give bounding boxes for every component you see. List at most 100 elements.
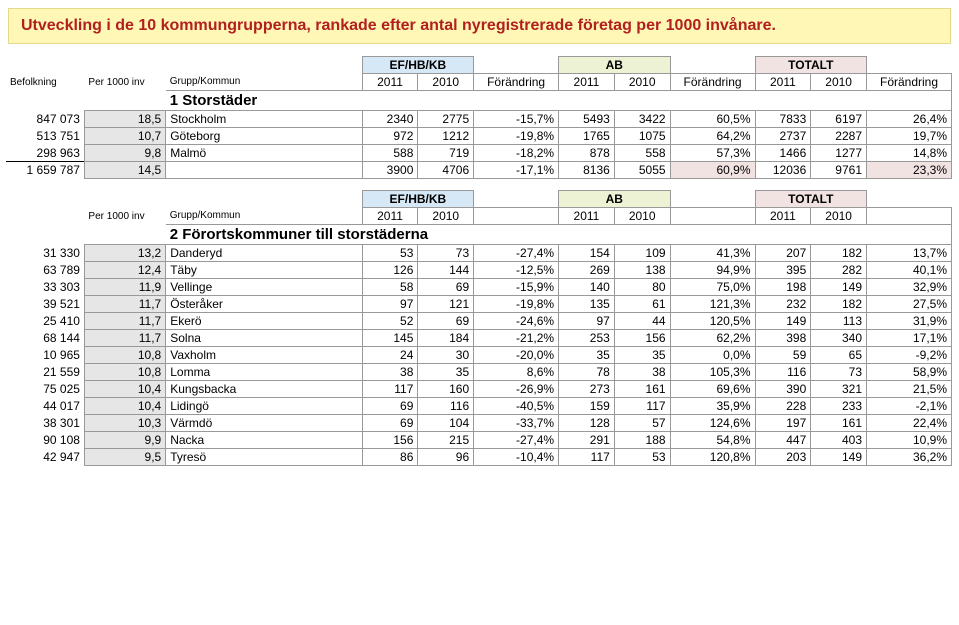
cell-population: 25 410 — [6, 313, 84, 330]
cell-pct: -27,4% — [474, 245, 559, 262]
cell-population: 90 108 — [6, 432, 84, 449]
cell-name — [166, 162, 362, 179]
header-ab: AB — [559, 57, 671, 74]
cell-pct: 75,0% — [670, 279, 755, 296]
cell-pct: 22,4% — [867, 415, 952, 432]
cell-name: Österåker — [166, 296, 362, 313]
cell-name: Solna — [166, 330, 362, 347]
header-year: 2010 — [811, 74, 867, 91]
cell-pct: 14,8% — [867, 145, 952, 162]
cell-pct: 36,2% — [867, 449, 952, 466]
cell-val: 4706 — [418, 162, 474, 179]
cell-val: 8136 — [559, 162, 615, 179]
header-befolkning — [6, 208, 84, 225]
cell-name: Danderyd — [166, 245, 362, 262]
cell-val: 38 — [362, 364, 418, 381]
cell-val: 7833 — [755, 111, 811, 128]
cell-pct: -12,5% — [474, 262, 559, 279]
cell-pct: -26,9% — [474, 381, 559, 398]
header-ab: AB — [559, 191, 671, 208]
cell-val: 232 — [755, 296, 811, 313]
cell-pct: -19,8% — [474, 296, 559, 313]
cell-rate: 10,8 — [84, 347, 165, 364]
header-befolkning: Befolkning — [6, 74, 84, 91]
cell-val: 24 — [362, 347, 418, 364]
cell-val: 447 — [755, 432, 811, 449]
cell-pct: 35,9% — [670, 398, 755, 415]
header-change: Förändring — [670, 74, 755, 91]
cell-pct: 41,3% — [670, 245, 755, 262]
cell-val: 291 — [559, 432, 615, 449]
header-year: 2011 — [755, 74, 811, 91]
table-row: 63 789 12,4 Täby 126 144 -12,5% 269 138 … — [6, 262, 952, 279]
header-tot: TOTALT — [755, 57, 867, 74]
cell-val: 403 — [811, 432, 867, 449]
cell-val: 140 — [559, 279, 615, 296]
cell-name: Vaxholm — [166, 347, 362, 364]
header-year: 2010 — [614, 74, 670, 91]
cell-val: 390 — [755, 381, 811, 398]
cell-val: 61 — [614, 296, 670, 313]
cell-val: 282 — [811, 262, 867, 279]
cell-pct: 27,5% — [867, 296, 952, 313]
cell-val: 6197 — [811, 111, 867, 128]
cell-val: 1466 — [755, 145, 811, 162]
cell-val: 9761 — [811, 162, 867, 179]
cell-population: 1 659 787 — [6, 162, 84, 179]
cell-val: 38 — [614, 364, 670, 381]
cell-val: 126 — [362, 262, 418, 279]
cell-val: 96 — [418, 449, 474, 466]
cell-val: 69 — [362, 398, 418, 415]
table-row: 39 521 11,7 Österåker 97 121 -19,8% 135 … — [6, 296, 952, 313]
cell-val: 215 — [418, 432, 474, 449]
cell-val: 156 — [362, 432, 418, 449]
cell-rate: 10,8 — [84, 364, 165, 381]
table-row: 31 330 13,2 Danderyd 53 73 -27,4% 154 10… — [6, 245, 952, 262]
header-change: Förändring — [474, 74, 559, 91]
cell-pct: 10,9% — [867, 432, 952, 449]
cell-val: 233 — [811, 398, 867, 415]
cell-val: 198 — [755, 279, 811, 296]
header-tot: TOTALT — [755, 191, 867, 208]
cell-pct: 57,3% — [670, 145, 755, 162]
cell-name: Vellinge — [166, 279, 362, 296]
cell-val: 128 — [559, 415, 615, 432]
cell-val: 228 — [755, 398, 811, 415]
cell-name: Ekerö — [166, 313, 362, 330]
cell-val: 117 — [362, 381, 418, 398]
cell-rate: 11,7 — [84, 330, 165, 347]
cell-rate: 11,7 — [84, 313, 165, 330]
cell-val: 588 — [362, 145, 418, 162]
group-title: 1 Storstäder — [166, 91, 952, 111]
cell-val: 340 — [811, 330, 867, 347]
cell-val: 117 — [559, 449, 615, 466]
cell-val: 188 — [614, 432, 670, 449]
cell-val: 138 — [614, 262, 670, 279]
header-year: 2010 — [811, 208, 867, 225]
cell-val: 558 — [614, 145, 670, 162]
cell-population: 38 301 — [6, 415, 84, 432]
cell-val: 273 — [559, 381, 615, 398]
cell-val: 65 — [811, 347, 867, 364]
cell-population: 10 965 — [6, 347, 84, 364]
cell-rate: 12,4 — [84, 262, 165, 279]
cell-val: 2287 — [811, 128, 867, 145]
cell-val: 97 — [559, 313, 615, 330]
cell-pct: 23,3% — [867, 162, 952, 179]
cell-val: 161 — [614, 381, 670, 398]
cell-pct: -15,9% — [474, 279, 559, 296]
cell-name: Tyresö — [166, 449, 362, 466]
cell-population: 42 947 — [6, 449, 84, 466]
cell-pct: 54,8% — [670, 432, 755, 449]
cell-val: 86 — [362, 449, 418, 466]
cell-pct: -27,4% — [474, 432, 559, 449]
data-table: EF/HB/KB AB TOTALT Befolkning Per 1000 i… — [6, 56, 952, 466]
cell-population: 33 303 — [6, 279, 84, 296]
cell-rate: 13,2 — [84, 245, 165, 262]
cell-pct: -9,2% — [867, 347, 952, 364]
header-change — [474, 208, 559, 225]
cell-pct: 40,1% — [867, 262, 952, 279]
cell-val: 78 — [559, 364, 615, 381]
cell-pct: -33,7% — [474, 415, 559, 432]
cell-rate: 10,4 — [84, 398, 165, 415]
